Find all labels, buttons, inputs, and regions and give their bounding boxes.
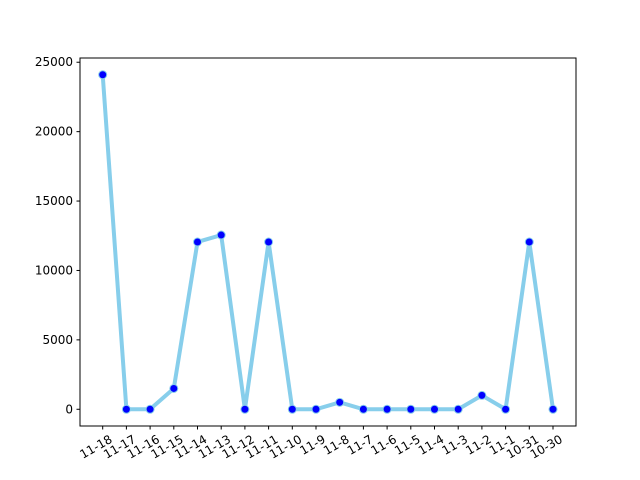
data-point-10-31: [524, 237, 534, 247]
data-point-11-18: [98, 70, 108, 80]
y-tick-label-25000: 25000: [35, 55, 73, 69]
data-point-11-6: [382, 404, 392, 414]
data-point-10-30: [548, 404, 558, 414]
data-point-11-16: [145, 404, 155, 414]
y-tick-label-0: 0: [65, 402, 73, 416]
data-point-11-8: [335, 397, 345, 407]
data-point-11-7: [358, 404, 368, 414]
data-point-11-4: [430, 404, 439, 414]
data-point-11-1: [501, 404, 511, 414]
y-tick-label-20000: 20000: [35, 125, 73, 139]
data-point-11-13: [216, 230, 226, 240]
data-point-11-14: [193, 237, 202, 247]
y-tick-label-15000: 15000: [35, 194, 73, 208]
y-tick-label-10000: 10000: [35, 263, 73, 277]
axes-frame: [79, 57, 577, 427]
data-point-11-5: [406, 404, 416, 414]
data-point-11-9: [311, 404, 321, 414]
data-point-11-12: [240, 404, 250, 414]
y-tick-label-5000: 5000: [42, 333, 73, 347]
data-point-11-3: [453, 404, 463, 414]
plot-area: [98, 70, 558, 414]
x-axis: 11-1811-1711-1611-1511-1411-1311-1211-11…: [77, 426, 565, 462]
data-point-11-10: [287, 404, 297, 414]
data-point-11-17: [121, 404, 131, 414]
data-point-11-2: [477, 390, 487, 400]
series-line: [100, 74, 555, 413]
data-point-11-11: [264, 237, 274, 247]
y-axis: 0 5000 10000 15000 20000 25000: [35, 55, 80, 416]
data-point-11-15: [169, 383, 179, 393]
